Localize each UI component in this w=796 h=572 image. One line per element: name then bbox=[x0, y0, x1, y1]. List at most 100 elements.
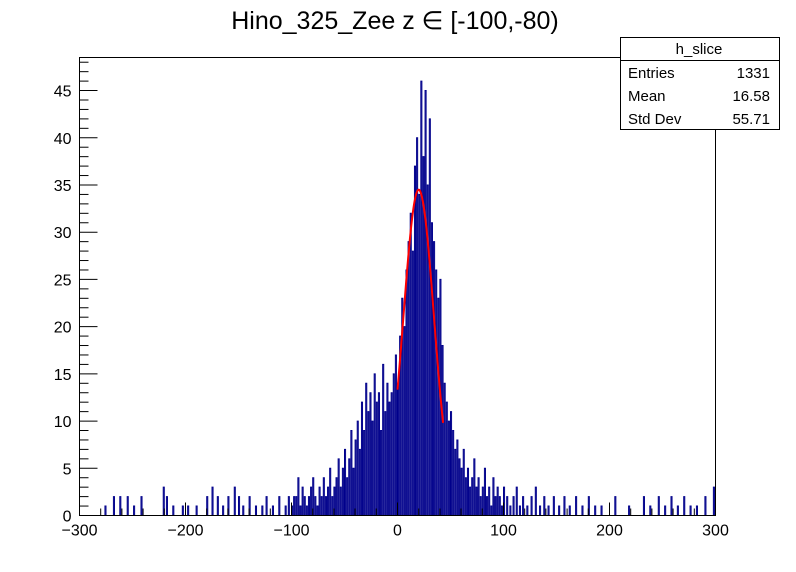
histogram-bin-14 bbox=[216, 496, 219, 516]
histogram-bin-137 bbox=[534, 486, 537, 516]
histogram-bin-34 bbox=[303, 496, 306, 516]
histogram-bin-149 bbox=[600, 505, 603, 516]
histogram-bin-146 bbox=[581, 505, 584, 516]
histogram-bin-17 bbox=[233, 486, 236, 516]
histogram-bin-91 bbox=[424, 90, 427, 516]
histogram-bin-112 bbox=[469, 486, 472, 516]
histogram-bin-0 bbox=[104, 505, 107, 516]
histogram-bin-124 bbox=[494, 496, 497, 516]
histogram-bin-105 bbox=[454, 448, 457, 516]
histogram-bin-37 bbox=[310, 486, 313, 516]
histogram-bin-73 bbox=[386, 382, 389, 516]
histogram-bin-125 bbox=[496, 486, 499, 516]
histogram-bin-4 bbox=[133, 505, 136, 516]
y-tick-label: 40 bbox=[54, 131, 72, 148]
histogram-bin-78 bbox=[397, 382, 400, 516]
histogram-bin-31 bbox=[297, 477, 300, 516]
histogram-bin-67 bbox=[373, 373, 376, 516]
histogram-bin-142 bbox=[558, 505, 561, 516]
histogram-bin-77 bbox=[394, 354, 397, 516]
histogram-bin-9 bbox=[181, 505, 184, 516]
histogram-bin-128 bbox=[503, 486, 506, 516]
histogram-bin-143 bbox=[563, 496, 566, 516]
histogram-bin-154 bbox=[657, 496, 660, 516]
x-axis: −300 −200 −100 0 100 200 300 bbox=[61, 502, 729, 540]
histogram-bin-86 bbox=[413, 165, 417, 516]
x-tick-label: 100 bbox=[490, 523, 517, 540]
histogram-bin-162 bbox=[712, 486, 715, 516]
histogram-bin-97 bbox=[437, 297, 440, 516]
histogram-bin-36 bbox=[307, 496, 311, 516]
histogram-bin-72 bbox=[384, 411, 387, 516]
histogram-bin-46 bbox=[329, 467, 332, 516]
histogram-bin-96 bbox=[435, 269, 438, 516]
histogram-bin-13 bbox=[211, 486, 214, 516]
histogram-bin-110 bbox=[464, 477, 467, 516]
histogram-bin-56 bbox=[350, 430, 353, 516]
histogram-bin-151 bbox=[628, 505, 631, 516]
histogram-bin-129 bbox=[506, 496, 509, 516]
histogram-bin-30 bbox=[295, 496, 298, 516]
histogram-bin-68 bbox=[375, 401, 378, 516]
histogram-bin-15 bbox=[222, 505, 225, 516]
fit-curve bbox=[396, 188, 445, 424]
histogram-bin-79 bbox=[399, 335, 402, 516]
histogram-bin-65 bbox=[369, 392, 372, 516]
x-tick-label: −200 bbox=[167, 523, 203, 540]
x-tick-label: 200 bbox=[596, 523, 623, 540]
histogram-bin-44 bbox=[324, 496, 327, 516]
histogram-bin-16 bbox=[227, 496, 230, 516]
histogram-bin-161 bbox=[704, 496, 707, 516]
stats-mean-label: Mean bbox=[628, 88, 666, 105]
histogram-bin-58 bbox=[354, 439, 357, 516]
histogram-bin-75 bbox=[390, 392, 393, 516]
histogram-bin-127 bbox=[500, 505, 503, 516]
histogram-bin-55 bbox=[348, 458, 351, 516]
histogram-bin-38 bbox=[312, 477, 315, 516]
histogram-bin-113 bbox=[471, 477, 474, 516]
histogram-bin-94 bbox=[430, 222, 433, 516]
histogram-bin-10 bbox=[187, 505, 190, 516]
y-tick-label: 5 bbox=[63, 461, 72, 478]
histogram-bin-90 bbox=[422, 156, 425, 516]
histogram-bin-59 bbox=[356, 420, 359, 516]
histogram-bin-84 bbox=[409, 212, 412, 516]
histogram-bin-35 bbox=[305, 505, 308, 516]
histogram-bin-141 bbox=[552, 496, 555, 516]
histogram-bin-19 bbox=[242, 505, 245, 516]
y-tick-label: 35 bbox=[54, 178, 72, 195]
histogram-bin-103 bbox=[450, 411, 453, 516]
histogram-bin-29 bbox=[293, 496, 296, 516]
histogram-bin-99 bbox=[441, 345, 444, 516]
histogram-bin-8 bbox=[172, 505, 175, 516]
histogram-bin-157 bbox=[676, 505, 679, 516]
histogram-bin-102 bbox=[447, 420, 450, 516]
histogram-bin-138 bbox=[539, 505, 542, 516]
histogram-bin-107 bbox=[458, 458, 461, 516]
histogram-bin-70 bbox=[380, 430, 383, 516]
histogram-bin-156 bbox=[670, 496, 673, 516]
histogram-bin-109 bbox=[462, 448, 465, 516]
histogram-bin-27 bbox=[287, 496, 290, 516]
histogram-bin-148 bbox=[594, 505, 597, 516]
histogram-bin-6 bbox=[162, 486, 165, 516]
histogram-bin-104 bbox=[452, 430, 455, 516]
histogram-bin-150 bbox=[614, 496, 617, 516]
histogram-bin-130 bbox=[509, 505, 512, 516]
histogram-bin-80 bbox=[401, 297, 404, 516]
histogram-bin-116 bbox=[477, 477, 480, 516]
histogram-bin-23 bbox=[265, 496, 268, 516]
histogram-bin-92 bbox=[426, 184, 429, 516]
chart-title: Hino_325_Zee z ∈ [-100,-80) bbox=[231, 7, 559, 35]
histogram-bin-43 bbox=[322, 477, 325, 516]
stats-box: h_slice Entries 1331 Mean 16.58 Std Dev … bbox=[620, 37, 780, 130]
histogram-bin-132 bbox=[515, 486, 518, 516]
stats-box-frame bbox=[620, 37, 780, 130]
histogram-bin-100 bbox=[443, 382, 446, 516]
histogram-bin-139 bbox=[543, 496, 546, 516]
histogram-bin-41 bbox=[318, 486, 321, 516]
histogram-bin-48 bbox=[333, 486, 336, 516]
histogram-bin-160 bbox=[695, 505, 698, 516]
histogram-bin-82 bbox=[405, 269, 408, 516]
